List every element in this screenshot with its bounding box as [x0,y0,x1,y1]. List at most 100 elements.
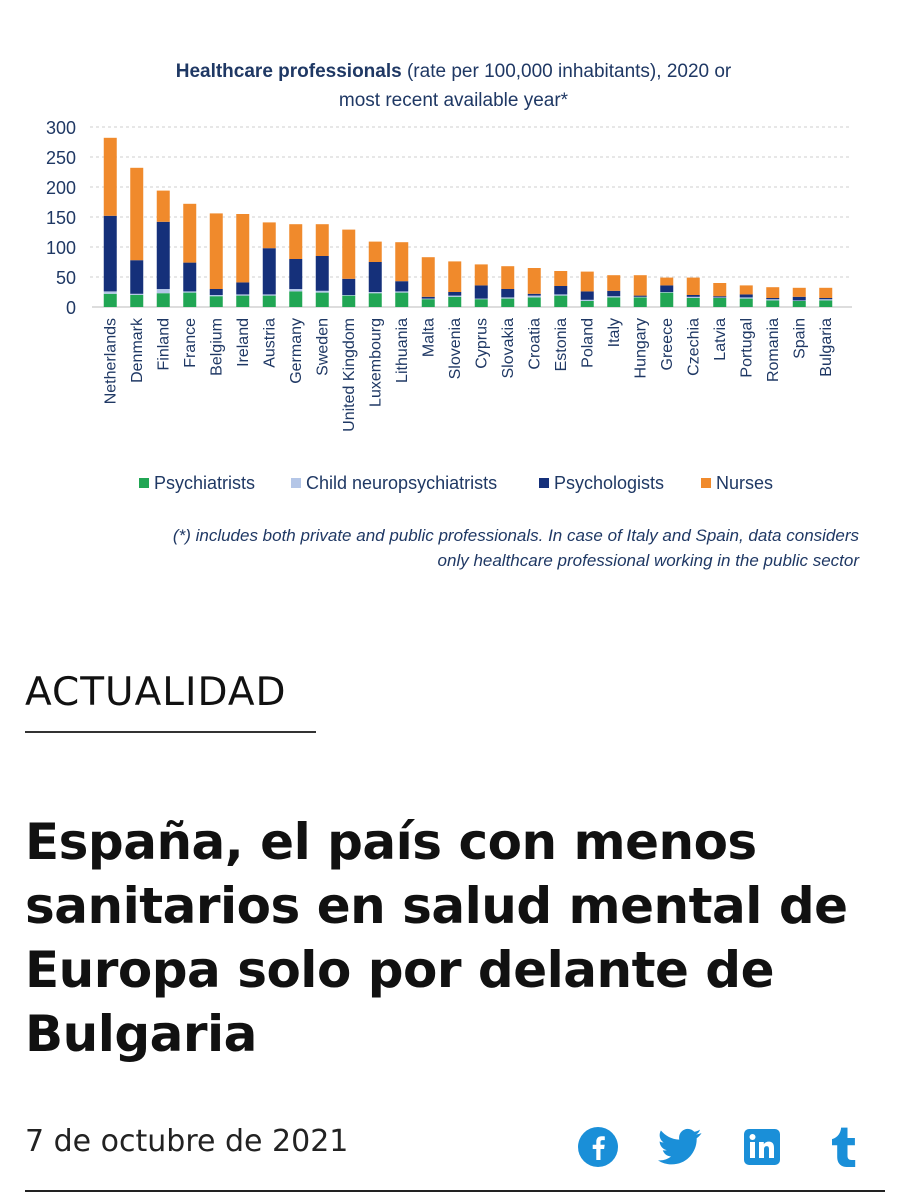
legend-swatch [539,478,549,488]
bar-segment [368,241,382,262]
bar-segment [819,298,833,300]
twitter-icon [658,1128,702,1165]
chart: Healthcare professionals (rate per 100,0… [0,59,907,570]
x-tick-label: Italy [606,318,623,347]
bar-segment [501,297,515,299]
legend-label: Psychiatrists [154,473,255,493]
bar-segment [130,260,144,294]
share-twitter-button[interactable] [657,1124,703,1170]
legend-label: Nurses [716,473,773,493]
bar-segment [342,295,356,307]
x-tick-label: Portugal [738,318,755,378]
bar-segment [766,298,780,300]
bar-segment [554,286,568,295]
bar-segment [289,289,303,292]
chart-plot: 0 50 100 150 200 250 300 Netherlands Denmark Finl… [46,118,852,493]
chart-title: Healthcare professionals (rate per 100,0… [0,59,907,85]
bar-segment [554,294,568,296]
bar-segment [739,285,753,295]
x-tick-label: Hungary [632,318,649,378]
bar-segment [713,297,727,298]
bar-segment [342,295,356,296]
bar-segment [580,299,594,301]
bar-segment [501,289,515,298]
footer-divider [25,1190,885,1192]
bar-segment [262,295,276,307]
x-tick-label: Cyprus [473,318,490,369]
bar-segment [315,256,329,291]
bar-segment [554,295,568,307]
bar-segment [766,287,780,298]
bar-segment [156,289,170,294]
x-tick-label: Luxembourg [367,318,384,407]
bar-segment [660,285,674,292]
bar-segment [474,298,488,300]
section-divider [25,731,316,733]
chart-title-line2: most recent available year* [338,90,569,111]
bar-segment [660,277,674,286]
bar-segment [156,221,170,289]
bar-segment [766,300,780,307]
bar-segment [686,298,700,307]
x-tick-label: Estonia [553,318,570,371]
bar-segment [792,300,806,301]
bar-segment [209,213,223,289]
bar-segment [289,224,303,259]
bar-segment [236,282,250,295]
bar-segment [448,292,462,296]
bar-segment [156,293,170,307]
bar-segment [739,298,753,307]
bar-segment [448,261,462,292]
bar-segment [262,248,276,295]
bar-segment [448,295,462,297]
bar-segment [686,296,700,298]
tumblr-icon [832,1127,856,1167]
x-tick-label: Romania [765,318,782,382]
bar-segment [315,290,329,293]
bar-segment [183,292,197,307]
bar-segment [501,298,515,307]
bar-segment [209,296,223,307]
bar-segment [713,298,727,307]
share-tumblr-button[interactable] [821,1124,867,1170]
x-tick-label: Netherlands [102,318,119,404]
y-tick-label: 100 [46,238,76,258]
bar-segment [395,242,409,282]
bar-segment [766,299,780,301]
bar-segment [342,278,356,295]
bar-segment [739,294,753,298]
x-tick-label: Sweden [314,318,331,376]
bar-segment [474,285,488,299]
bar-segment [554,271,568,286]
bar-segment [448,296,462,307]
bar-segment [421,296,435,299]
x-tick-label: Austria [261,318,278,368]
share-facebook-button[interactable] [575,1124,621,1170]
bar-segment [819,299,833,301]
bar-segment [527,297,541,307]
share-bar [575,1124,875,1170]
chart-footnote-2: only healthcare professional working in … [437,551,859,570]
legend-label: Child neuropsychiatrists [306,473,497,493]
x-tick-label: Slovakia [500,318,517,379]
bar-segment [368,262,382,292]
bar-segment [183,203,197,263]
section-label[interactable]: ACTUALIDAD [25,670,287,715]
bar-segment [315,292,329,307]
bar-segment [342,229,356,279]
bar-segment [315,224,329,256]
bar-segment [633,297,647,307]
bar-segment [130,295,144,307]
share-linkedin-button[interactable] [739,1124,785,1170]
bar-segment [368,293,382,307]
x-tick-label: Slovenia [447,318,464,379]
x-tick-label: Lithuania [394,318,411,383]
bar-segment [819,287,833,298]
x-tick-label: Croatia [526,318,543,370]
bar-segment [633,275,647,296]
bar-segment [103,215,117,292]
legend-swatch [291,478,301,488]
bar-segment [580,301,594,307]
bar-segment [103,293,117,307]
bar-segment [103,137,117,216]
